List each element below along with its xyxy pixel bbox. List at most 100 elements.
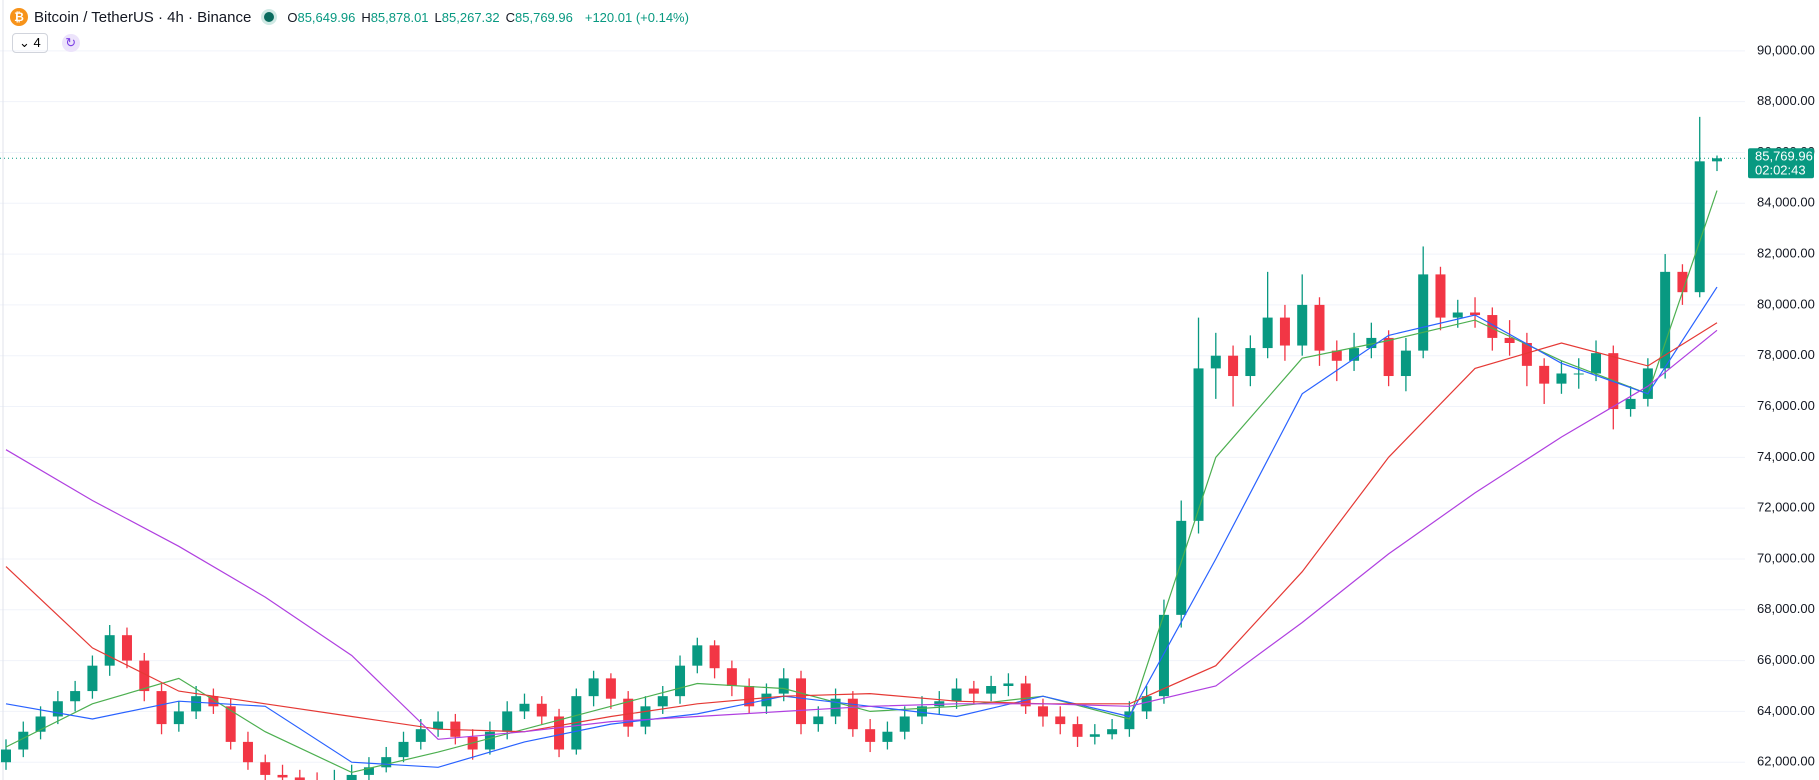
candle-body — [1020, 683, 1031, 707]
candle-body — [502, 711, 513, 732]
candle-body — [1435, 274, 1446, 318]
ohlc-value: 85,878.01 — [370, 9, 429, 25]
ohlc-key: C — [505, 9, 516, 25]
ohlc-value: 85,649.96 — [297, 9, 356, 25]
symbol[interactable]: Bitcoin / TetherUS · 4h · Binance — [34, 8, 252, 26]
candle-body — [882, 731, 893, 742]
candle-body — [225, 706, 236, 742]
candle-body — [1470, 312, 1481, 316]
ohlc-value: 85,769.96 — [515, 9, 573, 25]
candle-body — [605, 678, 616, 699]
y-tick-label: 68,000.00 — [1757, 601, 1815, 616]
candle-body — [709, 645, 720, 669]
y-tick-label: 80,000.00 — [1757, 296, 1815, 311]
indicator-toggle[interactable]: ⌄ 4 — [12, 33, 48, 53]
candle-body — [847, 698, 858, 730]
candle-body — [623, 698, 634, 727]
candle-body — [70, 691, 81, 702]
candle-body — [1193, 368, 1204, 521]
candle-body — [1556, 373, 1567, 384]
candle-body — [916, 706, 927, 717]
candle-body — [830, 698, 841, 717]
candle-body — [536, 703, 547, 717]
candle-body — [1487, 315, 1498, 338]
candle-body — [1660, 271, 1671, 369]
y-tick-label: 74,000.00 — [1757, 449, 1815, 464]
legend-header: ₿ Bitcoin / TetherUS · 4h · Binance O85,… — [10, 8, 695, 26]
candle-body — [346, 774, 357, 780]
y-tick-label: 72,000.00 — [1757, 500, 1815, 515]
candle-body — [778, 678, 789, 694]
candle-body — [1573, 373, 1584, 375]
candle-body — [1228, 355, 1239, 377]
countdown: 02:02:43 — [1755, 163, 1806, 178]
ohlc-key: O — [287, 9, 298, 25]
moving-average — [5, 190, 1718, 774]
candle-body — [433, 721, 444, 730]
moving-average — [5, 322, 1718, 733]
y-tick-label: 82,000.00 — [1757, 246, 1815, 261]
candle-body — [139, 660, 150, 692]
candle-body — [1418, 274, 1429, 351]
candle-body — [1, 749, 11, 763]
candle-body — [1694, 161, 1705, 293]
candle-body — [121, 635, 132, 661]
y-tick-label: 88,000.00 — [1757, 93, 1815, 108]
candle-body — [1591, 353, 1602, 374]
candle-body — [675, 665, 686, 697]
candle-body — [52, 701, 63, 717]
ohlc-key: L — [434, 9, 442, 25]
candle-body — [1366, 337, 1377, 349]
y-tick-label: 76,000.00 — [1757, 398, 1815, 413]
candle-body — [1176, 520, 1187, 615]
candle-body — [191, 696, 202, 712]
candle-body — [865, 729, 876, 742]
candle-body — [1089, 734, 1100, 737]
candle-body — [260, 762, 271, 775]
candle-body — [657, 696, 668, 707]
plot-area — [1, 116, 1722, 780]
candle-body — [744, 685, 755, 707]
candle-body — [1107, 729, 1118, 735]
price-tag-label: 85,769.96 — [1755, 149, 1813, 164]
ohlc: O85,649.96 H85,878.01 L85,267.32 C85,769.96 — [287, 9, 579, 26]
y-tick-label: 66,000.00 — [1757, 652, 1815, 667]
y-tick-label: 90,000.00 — [1757, 42, 1815, 57]
candle-body — [1297, 304, 1308, 346]
candle-body — [986, 685, 997, 694]
candle-body — [692, 645, 703, 666]
refresh-icon[interactable]: ↻ — [61, 34, 80, 52]
candle-body — [381, 757, 392, 768]
candle-body — [398, 741, 409, 758]
moving-average — [5, 286, 1718, 768]
change: +120.01 (+0.14%) — [584, 9, 689, 25]
coin-icon: ₿ — [10, 8, 28, 26]
candle-body — [1383, 337, 1394, 377]
candle-body — [554, 716, 565, 750]
candle-body — [294, 777, 305, 780]
candle-body — [18, 731, 29, 750]
candle-body — [1677, 271, 1688, 293]
candle-body — [208, 696, 219, 707]
status-dot — [261, 9, 278, 25]
y-tick-label: 62,000.00 — [1757, 754, 1815, 769]
candle-body — [588, 678, 599, 697]
candle-body — [1158, 614, 1169, 697]
candle-body — [1037, 706, 1048, 717]
moving-average — [5, 329, 1718, 740]
candle-body — [1400, 350, 1411, 377]
candle-body — [1141, 696, 1152, 712]
candle-body — [1245, 348, 1256, 377]
candle-body — [726, 668, 737, 686]
indicator-count: 4 — [33, 35, 41, 50]
candle-body — [1349, 348, 1360, 361]
candle-body — [796, 678, 807, 725]
candle-body — [1625, 398, 1636, 410]
y-tick-label: 70,000.00 — [1757, 550, 1815, 565]
price-tag — [1748, 148, 1814, 179]
indicator-row: ⌄ 4 ↻ — [12, 33, 80, 53]
y-tick-label: 84,000.00 — [1757, 195, 1815, 210]
candle-body — [242, 741, 253, 763]
